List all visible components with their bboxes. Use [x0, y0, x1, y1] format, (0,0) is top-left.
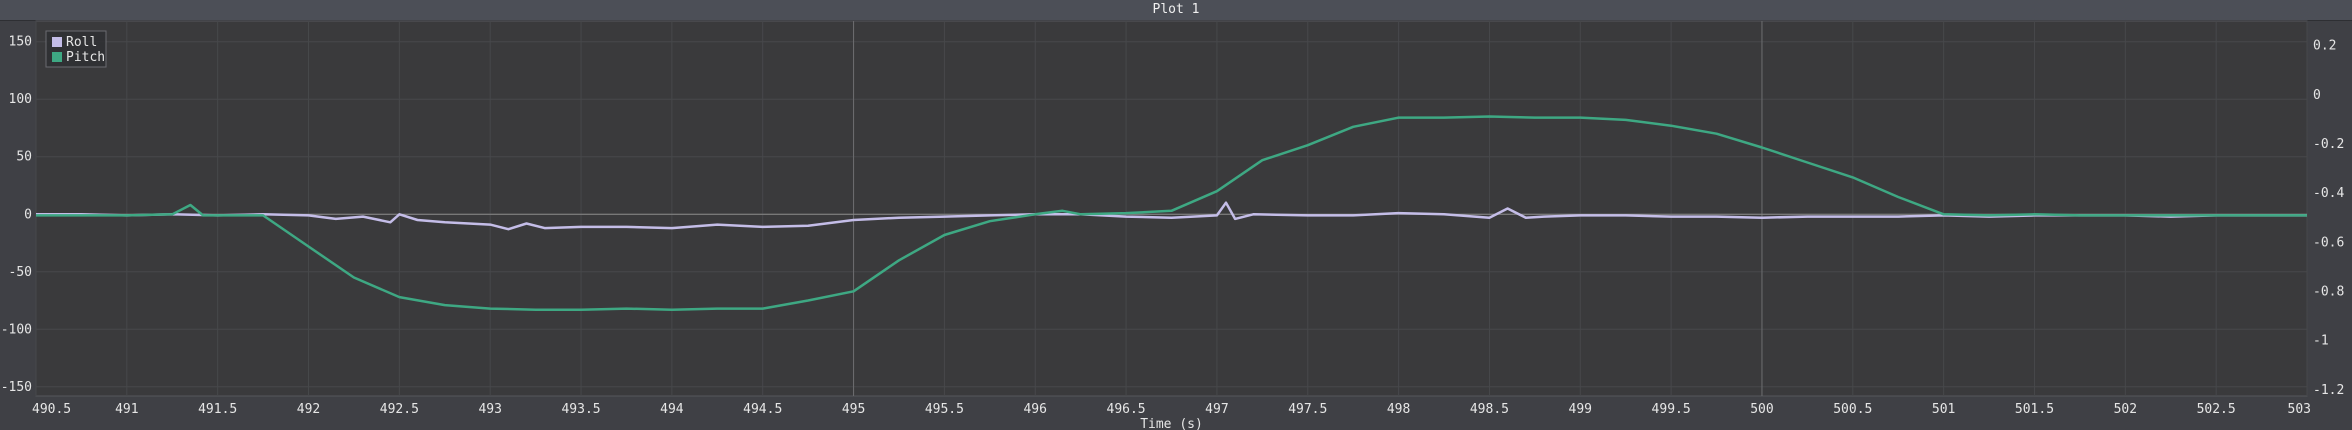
x-tick-label: 500: [1750, 402, 1773, 417]
x-tick-label: 502.5: [2197, 402, 2236, 417]
y2-tick-label: -0.8: [2313, 284, 2344, 299]
y-tick-label: -150: [1, 380, 32, 395]
x-tick-label: 493.5: [561, 402, 600, 417]
x-tick-label: 498.5: [1470, 402, 1509, 417]
x-tick-label: 494: [660, 402, 684, 417]
y2-tick-label: 0: [2313, 88, 2321, 103]
y-tick-label: 50: [16, 150, 32, 165]
series-line-pitch[interactable]: [36, 115, 2307, 311]
x-tick-label: 497.5: [1288, 402, 1327, 417]
y2-tick-label: 0.2: [2313, 39, 2336, 54]
y2-tick-label: -1: [2313, 334, 2329, 349]
y2-tick-label: -0.6: [2313, 235, 2344, 250]
y2-tick-labels: 0.2 0 -0.2 -0.4 -0.6 -0.8 -1 -1.2: [2313, 39, 2344, 398]
legend-swatch-roll: [52, 37, 62, 47]
x-tick-label: 499.5: [1652, 402, 1691, 417]
series-layer: [36, 115, 2307, 311]
y2-tick-label: -0.2: [2313, 137, 2344, 152]
y2-tick-label: -0.4: [2313, 186, 2344, 201]
y-tick-labels: 150 100 50 0 -50 -100 -150: [1, 35, 32, 395]
plot-area[interactable]: [35, 20, 2308, 397]
x-tick-label: 498: [1387, 402, 1410, 417]
legend-label-pitch: Pitch: [66, 50, 105, 65]
x-tick-label: 496.5: [1107, 402, 1146, 417]
y-tick-label: -100: [1, 322, 32, 337]
plot-title: Plot 1: [1152, 2, 1200, 17]
x-tick-label: 496: [1023, 402, 1046, 417]
x-tick-label: 500.5: [1833, 402, 1872, 417]
x-tick-label: 492.5: [380, 402, 419, 417]
x-tick-label: 490.5: [32, 402, 71, 417]
x-tick-label: 495: [842, 402, 865, 417]
x-tick-label: 502: [2114, 402, 2137, 417]
legend-swatch-pitch: [52, 52, 62, 62]
y2-tick-label: -1.2: [2313, 383, 2344, 398]
x-tick-label: 497: [1205, 402, 1228, 417]
x-tick-label: 491: [115, 402, 138, 417]
y-tick-label: 150: [9, 35, 32, 50]
legend[interactable]: Roll Pitch: [45, 30, 107, 68]
x-tick-label: 494.5: [743, 402, 782, 417]
series-line-roll[interactable]: [36, 201, 2307, 231]
y-tick-label: 100: [9, 92, 32, 107]
x-tick-label: 503: [2288, 402, 2311, 417]
grid-major: [853, 21, 1763, 396]
y-tick-label: 0: [24, 207, 32, 222]
x-tick-label: 501: [1932, 402, 1955, 417]
x-tick-label: 491.5: [198, 402, 237, 417]
x-tick-label: 501.5: [2015, 402, 2054, 417]
x-tick-label: 492: [297, 402, 320, 417]
x-tick-label: 499: [1569, 402, 1592, 417]
x-axis-label: Time (s): [1140, 417, 1203, 430]
x-tick-label: 493: [478, 402, 501, 417]
x-tick-label: 495.5: [925, 402, 964, 417]
legend-label-roll: Roll: [66, 35, 97, 50]
y-tick-label: -50: [9, 265, 32, 280]
x-tick-labels: 490.5 491 491.5 492 492.5 493 493.5 494 494.5 495…: [32, 402, 2311, 417]
